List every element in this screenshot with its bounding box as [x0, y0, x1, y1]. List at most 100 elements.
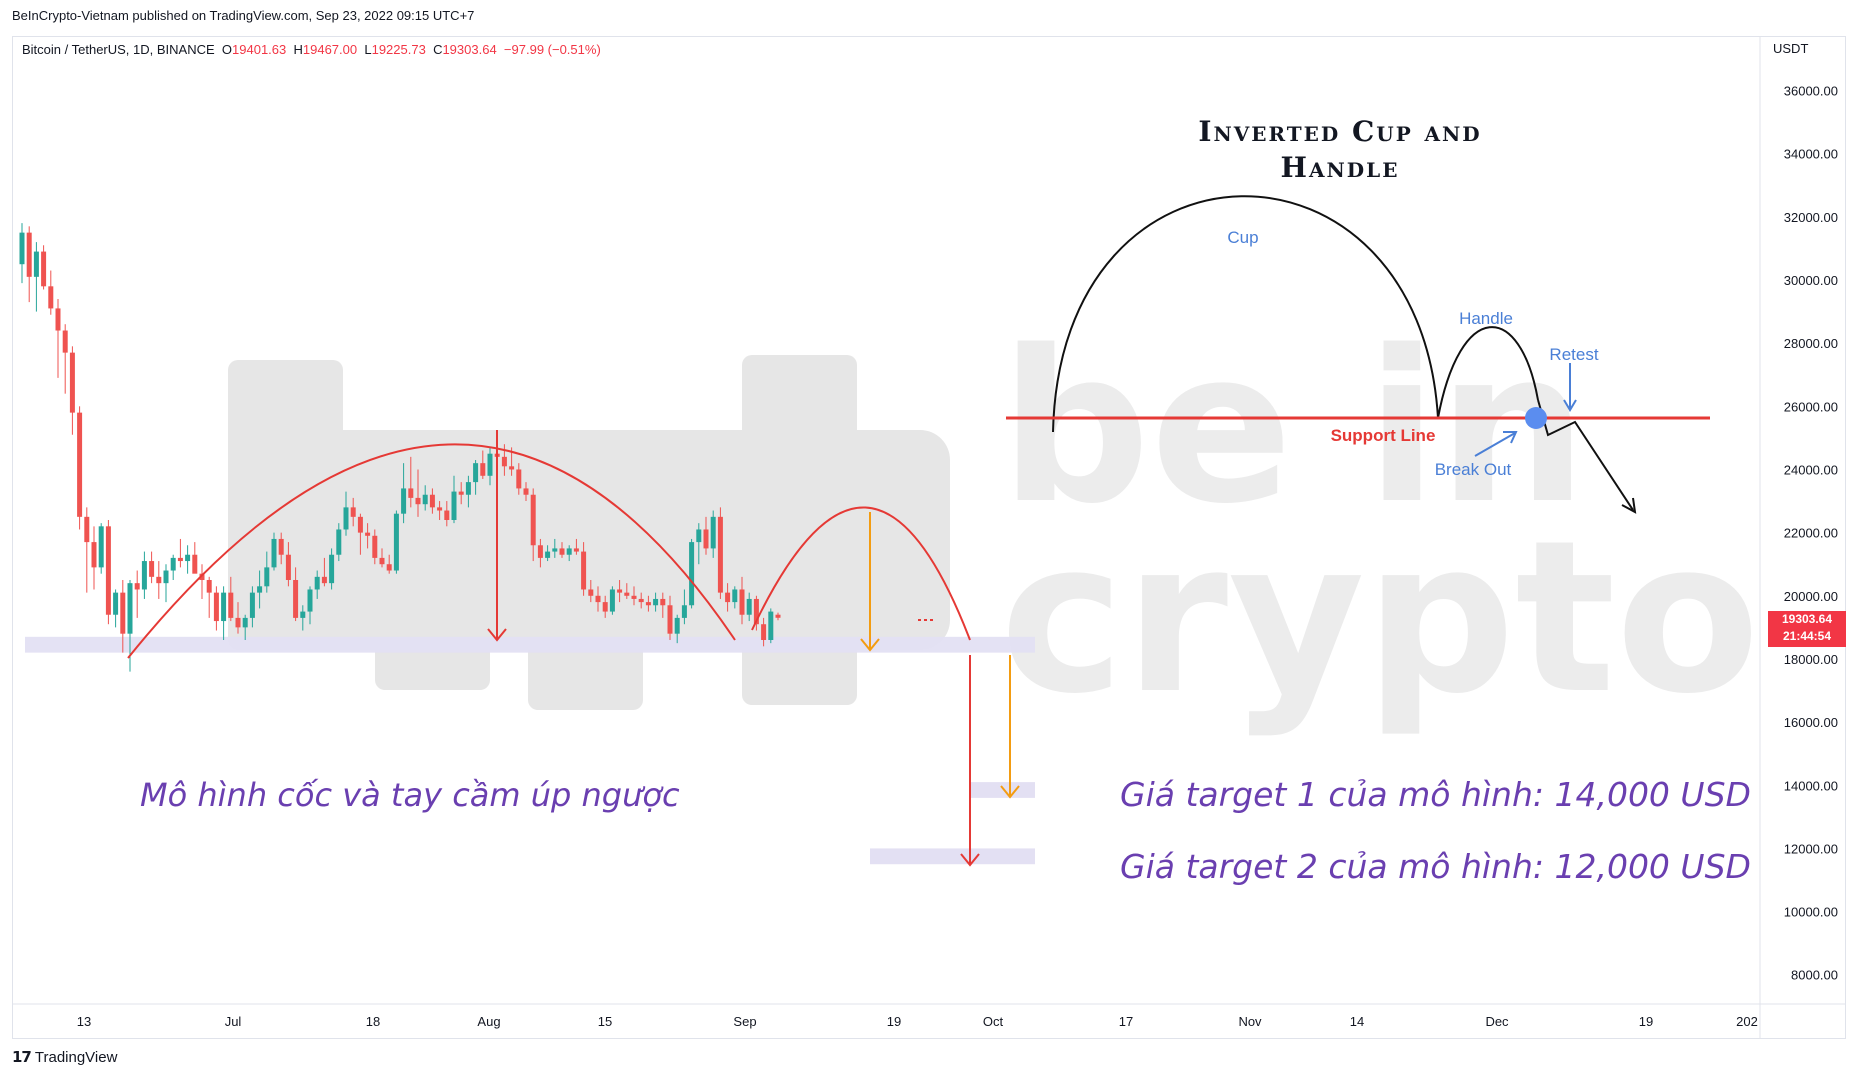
handle-arc	[751, 506, 971, 641]
x-tick-label: 17	[1119, 1014, 1133, 1029]
currency-label: USDT	[1773, 41, 1808, 56]
x-tick-label: Jul	[225, 1014, 242, 1029]
diagram-cup-label: Cup	[1227, 228, 1258, 247]
candle-body	[249, 592, 255, 618]
candle-body	[307, 589, 313, 612]
candle-body	[667, 605, 673, 634]
x-tick-label: Sep	[733, 1014, 756, 1029]
candle-body	[372, 535, 378, 558]
candle-body	[674, 617, 680, 634]
support-zone	[25, 636, 1035, 653]
y-tick-label: 36000.00	[1784, 84, 1838, 99]
candle-body	[617, 589, 623, 593]
candle-body	[487, 453, 493, 476]
candle-body	[149, 561, 155, 577]
symbol-name[interactable]: Bitcoin / TetherUS, 1D, BINANCE	[22, 42, 215, 57]
candle-body	[235, 617, 241, 628]
candle-body	[84, 516, 90, 543]
diagram-breakout-label: Break Out	[1435, 460, 1512, 479]
candle-body	[761, 624, 767, 640]
open-label: O	[221, 42, 233, 57]
diagram-handle-label: Handle	[1459, 309, 1513, 328]
candle-body	[588, 589, 594, 596]
x-tick-label: 13	[77, 1014, 91, 1029]
diagram-title-line1: Inverted Cup and	[1198, 115, 1482, 148]
candle-body	[314, 576, 320, 590]
x-tick-label: Aug	[477, 1014, 500, 1029]
candle-body	[717, 516, 723, 593]
candle-body	[221, 592, 227, 622]
candle-body	[768, 611, 774, 640]
candle-body	[271, 538, 277, 568]
y-tick-label: 10000.00	[1784, 905, 1838, 920]
candle-body	[545, 551, 551, 558]
candle-body	[177, 557, 183, 562]
x-tick-label: Oct	[983, 1014, 1004, 1029]
candle-body	[732, 589, 738, 603]
x-tick-label: 202	[1736, 1014, 1758, 1029]
diagram-cup-curve	[1052, 195, 1439, 433]
cup-arc	[127, 443, 736, 659]
footer[interactable]: 𝟭𝟳 TradingView	[12, 1048, 117, 1067]
chart-frame	[12, 36, 1846, 1039]
candle-body	[465, 482, 471, 495]
candle-body	[41, 251, 47, 287]
candle-body	[725, 592, 731, 603]
candle-body	[437, 507, 443, 511]
candle-body	[113, 592, 119, 615]
candle-body	[91, 542, 97, 568]
target-2-label: Giá target 2 của mô hình: 12,000 USD	[1120, 847, 1751, 886]
candle-body	[105, 526, 111, 615]
candle-body	[357, 516, 363, 533]
target-2-zone	[870, 848, 1035, 865]
diagram-support-label: Support Line	[1331, 426, 1436, 445]
handle-depth-arrow-head	[860, 638, 880, 652]
candle-body	[33, 251, 39, 277]
candle-body	[48, 286, 54, 309]
candle-body	[192, 554, 198, 574]
close-value: 19303.64	[442, 42, 497, 57]
candle-body	[516, 469, 522, 489]
y-tick-label: 12000.00	[1784, 841, 1838, 856]
candle-body	[120, 592, 126, 634]
candle-body	[365, 532, 371, 536]
target-1-label: Giá target 1 của mô hình: 14,000 USD	[1120, 775, 1751, 814]
candle-body	[739, 589, 745, 615]
candle-body	[480, 463, 486, 476]
close-label: C	[433, 42, 443, 57]
bar-countdown: 21:44:54	[1782, 629, 1832, 643]
symbol-header: Bitcoin / TetherUS, 1D, BINANCE O19401.6…	[22, 42, 601, 57]
candle-body	[336, 529, 342, 555]
candle-body	[530, 494, 536, 546]
candle-body	[401, 488, 407, 514]
candle-body	[501, 456, 507, 467]
candle-body	[660, 598, 666, 606]
diagram-breakout-arrowhead	[1503, 431, 1518, 444]
y-tick-label: 18000.00	[1784, 652, 1838, 667]
candle-body	[185, 554, 191, 562]
candle-body	[141, 561, 147, 590]
diagram-breakout-arrow	[1474, 432, 1516, 457]
diagram-retest-arrowhead	[1563, 399, 1577, 412]
candle-body	[696, 529, 702, 543]
candle-body	[631, 595, 637, 599]
candle-body	[228, 592, 234, 618]
candle-body	[422, 494, 428, 505]
tradingview-logo-icon: 𝟭𝟳	[12, 1049, 32, 1066]
high-value: 19467.00	[302, 42, 358, 57]
candle-body	[293, 580, 299, 618]
candle-body	[329, 554, 335, 584]
candle-body	[566, 548, 572, 555]
candle-body	[523, 488, 529, 495]
x-tick-label: 19	[1639, 1014, 1653, 1029]
candle-body	[77, 412, 83, 517]
candle-body	[62, 330, 68, 353]
candle-body	[98, 526, 104, 568]
candle-body	[350, 507, 356, 517]
candle-body	[429, 494, 435, 508]
candle-body	[127, 583, 133, 634]
last-price: 19303.64	[1781, 612, 1833, 626]
candle-body	[451, 491, 457, 520]
x-tick-label: 15	[598, 1014, 612, 1029]
